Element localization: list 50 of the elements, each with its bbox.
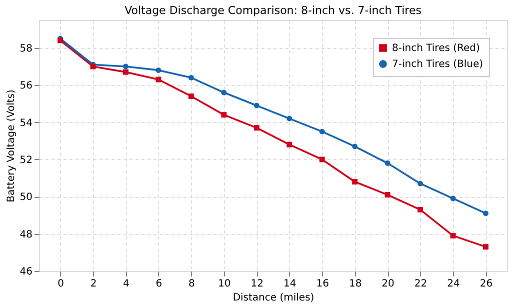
x-tick-label: 16 bbox=[316, 278, 329, 290]
point bbox=[286, 142, 292, 148]
y-tick-label: 56 bbox=[20, 80, 32, 92]
point bbox=[352, 179, 358, 184]
x-tick-label: 4 bbox=[123, 278, 130, 290]
y-tick-label: 58 bbox=[20, 43, 32, 54]
x-tick-label: 2 bbox=[90, 278, 97, 290]
point bbox=[156, 67, 162, 73]
y-tick-label: 52 bbox=[20, 154, 32, 166]
x-tick-label: 26 bbox=[480, 278, 493, 290]
point bbox=[221, 90, 227, 96]
point bbox=[319, 128, 325, 134]
chart-title: Voltage Discharge Comparison: 8-inch vs. 7-inch Tires bbox=[124, 4, 422, 17]
point bbox=[286, 116, 292, 122]
point bbox=[352, 144, 358, 150]
x-tick-label: 20 bbox=[382, 278, 394, 290]
point bbox=[482, 210, 488, 216]
point bbox=[482, 244, 488, 250]
x-tick-label: 12 bbox=[250, 278, 264, 290]
point bbox=[122, 64, 128, 70]
point bbox=[384, 160, 390, 166]
x-tick-label: 6 bbox=[156, 278, 162, 290]
y-tick-label: 48 bbox=[20, 229, 32, 240]
point bbox=[254, 102, 260, 108]
point bbox=[384, 192, 390, 198]
y-tick-label: 50 bbox=[20, 192, 32, 204]
x-tick-label: 24 bbox=[447, 278, 460, 290]
x-tick-label: 8 bbox=[188, 278, 195, 290]
point bbox=[418, 180, 424, 186]
x-tick-label: 14 bbox=[283, 278, 296, 290]
point bbox=[188, 93, 194, 99]
point bbox=[122, 69, 128, 75]
legend-label: 8-inch Tires (Red) bbox=[392, 43, 480, 54]
x-axis-title: Distance (miles) bbox=[232, 292, 314, 304]
point bbox=[156, 76, 162, 82]
point bbox=[188, 74, 194, 80]
x-tick-label: 18 bbox=[348, 278, 362, 290]
y-tick-label: 54 bbox=[20, 118, 32, 129]
point bbox=[450, 232, 456, 238]
point bbox=[254, 125, 260, 131]
point bbox=[319, 156, 325, 162]
x-tick-label: 10 bbox=[218, 278, 231, 290]
x-tick-label: 22 bbox=[414, 278, 428, 290]
point bbox=[221, 112, 227, 118]
y-axis-title: Battery Voltage (Volts) bbox=[6, 90, 17, 202]
point bbox=[450, 196, 456, 202]
y-tick-label: 46 bbox=[20, 266, 32, 278]
x-tick-label: 0 bbox=[58, 278, 64, 290]
point bbox=[418, 206, 424, 212]
legend-label: 7-inch Tires (Blue) bbox=[392, 59, 484, 70]
